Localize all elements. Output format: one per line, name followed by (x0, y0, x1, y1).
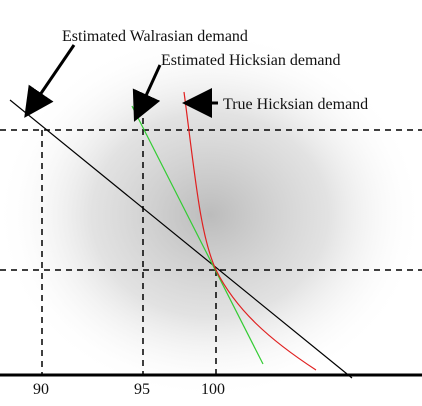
walrasian-demand-line (9, 99, 353, 379)
background-glow (0, 30, 422, 400)
hicksian-est-arrow (132, 64, 162, 122)
walrasian-arrow (24, 44, 76, 118)
true-hicksian-curve (183, 91, 317, 371)
estimated-hicksian-line (131, 105, 264, 365)
tick-label-90: 90 (33, 381, 49, 398)
label-walrasian: Estimated Walrasian demand (62, 28, 248, 45)
tick-label-95: 95 (134, 381, 150, 398)
label-hicksian-true: True Hicksian demand (223, 96, 368, 113)
label-hicksian-est: Estimated Hicksian demand (161, 52, 341, 69)
tick-label-100: 100 (201, 381, 225, 398)
